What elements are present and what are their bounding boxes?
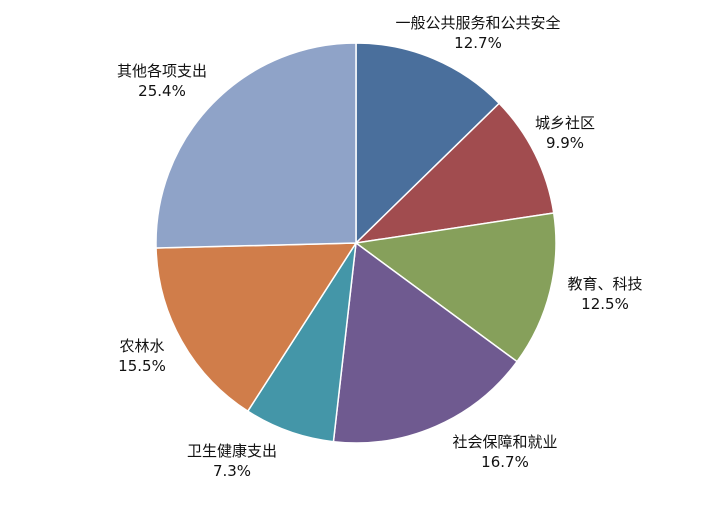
pie-slice-3 [354, 212, 557, 363]
pie-slice-7 [155, 42, 357, 249]
pie-slice-1 [355, 42, 501, 245]
slice-value-5: 7.3% [213, 462, 251, 480]
slice-label-6: 农林水 [119, 337, 164, 355]
pie-slice-4 [332, 241, 519, 444]
slice-label-4: 社会保障和就业 [452, 433, 557, 451]
slice-label-3: 教育、科技 [567, 275, 642, 293]
slice-value-4: 16.7% [481, 453, 529, 471]
pie-slice-2 [353, 102, 555, 245]
slice-value-2: 9.9% [546, 134, 584, 152]
slice-value-3: 12.5% [581, 295, 629, 313]
pie-slices [155, 42, 557, 444]
slice-label-2: 城乡社区 [535, 114, 595, 132]
pie-slice-6 [155, 242, 358, 413]
slice-value-6: 15.5% [118, 357, 166, 375]
slice-value-1: 12.7% [454, 34, 502, 52]
pie-labels: 一般公共服务和公共安全 12.7% 城乡社区 9.9% 教育、科技 12.5% 社会保障和就… [117, 14, 643, 480]
slice-label-5: 卫生健康支出 [187, 442, 277, 460]
slice-value-7: 25.4% [138, 82, 186, 100]
slice-label-1: 一般公共服务和公共安全 [395, 14, 560, 32]
slice-label-7: 其他各项支出 [117, 62, 207, 80]
